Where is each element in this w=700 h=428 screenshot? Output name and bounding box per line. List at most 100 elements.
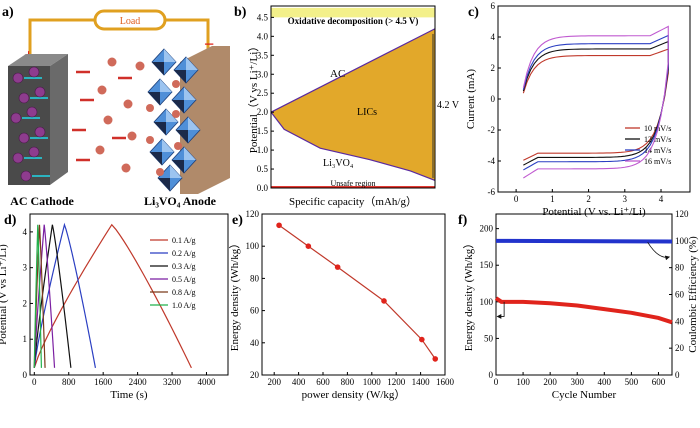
li-ion — [97, 85, 107, 95]
lics-label: LICs — [357, 107, 377, 118]
oxidative-decomposition-label: Oxidative decomposition (> 4.5 V) — [288, 16, 419, 26]
y-tick-label: 0 — [489, 370, 494, 380]
li-ion — [127, 131, 137, 141]
panel-e-label: e) — [232, 213, 243, 228]
cathode-top-face — [8, 54, 68, 66]
gcd-curve — [33, 224, 56, 368]
y-tick-label: 200 — [480, 224, 494, 234]
panel-b-ylabel: Potential（V vs Li⁺/Li） — [247, 41, 260, 154]
plot-frame — [261, 213, 446, 376]
anode-label: Li₃VO₄ Anode — [144, 194, 217, 208]
x-axis-label: Cycle Number — [552, 389, 617, 401]
x-tick-label: 3 — [623, 194, 628, 204]
x-tick-label: 600 — [652, 377, 666, 387]
x-tick-label: 0 — [494, 377, 499, 387]
y-tick-label: 4 — [23, 227, 28, 237]
legend-label: 0.2 A/g — [172, 249, 196, 258]
unsafe-band — [271, 186, 435, 188]
voltage-window-label: 4.2 V — [437, 100, 460, 111]
panel-d: d) 0 800 1600 2400 3200 4000 0 1 2 3 4 Time (s) Pote… — [0, 213, 229, 401]
y-tick-label: 120 — [246, 209, 260, 219]
panel-e: e) 200 400 600 800 1000 1200 1400 1600 20 40 60 80 1… — [228, 209, 455, 401]
panel-f: f) 0 100 200 300 400 500 600050100150200Cycle … — [458, 209, 699, 401]
cathode-ions — [10, 66, 50, 182]
legend-label: 0.8 A/g — [172, 288, 196, 297]
x-tick-label: 200 — [267, 377, 281, 387]
y2-tick-label: 40 — [675, 316, 685, 326]
ragone-line — [278, 224, 436, 360]
y-tick-label: 4.0 — [257, 31, 269, 41]
x-tick-label: 400 — [292, 377, 306, 387]
y2-axis-label: Coulombic Efficiency (%) — [687, 236, 699, 353]
y-tick-label: 6 — [491, 1, 496, 11]
y-tick-label: 2.0 — [257, 107, 269, 117]
x-tick-label: 2400 — [129, 377, 148, 387]
y-tick-label: 2 — [23, 298, 28, 308]
x-tick-label: 4 — [659, 194, 664, 204]
x-axis-label: Potential (V vs. Li⁺/Li) — [542, 206, 646, 218]
y-tick-label: 0.5 — [257, 164, 269, 174]
coulombic-efficiency-series — [495, 238, 673, 244]
circuit-wire — [28, 18, 210, 58]
y-tick-label: 150 — [480, 260, 494, 270]
panel-c-plot: 0 1 2 3 4 -6 -4 -2 0 2 4 6 Potential (V vs. Li⁺/Li) C… — [465, 1, 691, 218]
cathode-ion — [26, 106, 38, 118]
li-ion — [123, 99, 133, 109]
octahedron-facet — [184, 147, 196, 160]
octahedron-shadow — [176, 130, 188, 143]
y-axis-label: Energy density (Wh/kg） — [228, 238, 241, 351]
octahedron-facet — [160, 79, 172, 92]
octahedron-shadow — [152, 62, 164, 75]
octahedron-shadow — [172, 160, 184, 173]
y-tick-label: 20 — [250, 370, 260, 380]
load-box — [93, 9, 167, 31]
li-ion — [107, 57, 117, 67]
minus-sign: − — [204, 34, 214, 54]
x-axis-label: power density (W/kg） — [302, 388, 406, 401]
ragone-point — [381, 298, 387, 304]
y2-tick-label: 20 — [675, 343, 685, 353]
electrolyte-ions — [72, 57, 145, 173]
octahedron-facet — [184, 87, 196, 100]
octahedron-facet — [164, 49, 176, 62]
panel-b: b) 0.0 0.5 1.0 1.5 2.0 2.5 3.0 3.5 4.0 4.5 Oxidat… — [234, 5, 460, 208]
plot-frame — [29, 213, 229, 376]
octahedron-facet — [170, 165, 182, 178]
octahedron-facet — [166, 109, 178, 122]
li3vo4-line — [270, 111, 436, 181]
intercalated-ion — [156, 168, 164, 176]
li-ion — [103, 115, 113, 125]
panel-c: c) 0 1 2 3 4 -6 -4 -2 0 2 4 6 Potential (V vs. Li⁺/L… — [465, 1, 691, 218]
x-tick-label: 1400 — [412, 377, 431, 387]
y-tick-label: 2.5 — [257, 88, 269, 98]
cathode-label: AC Cathode — [10, 194, 74, 208]
octahedron-facet — [162, 139, 174, 152]
y-tick-label: 3.5 — [257, 50, 269, 60]
gcd-curve — [33, 222, 97, 368]
cathode-block — [8, 66, 50, 185]
li-ion — [135, 61, 145, 71]
y-tick-label: 1.0 — [257, 145, 269, 155]
x-tick-label: 0 — [514, 194, 519, 204]
octahedron-shadow — [154, 122, 166, 135]
y-tick-label: 40 — [250, 338, 260, 348]
ragone-point — [276, 222, 282, 229]
y-tick-label: 3 — [23, 263, 28, 273]
y-tick-label: 80 — [250, 273, 260, 283]
gcd-curve — [33, 224, 43, 368]
legend-label: 14 mV/s — [644, 146, 671, 155]
y-tick-label: 0.0 — [257, 183, 269, 193]
panel-d-plot: 0 800 1600 2400 3200 4000 0 1 2 3 4 Time (s) Potenti… — [0, 213, 229, 401]
x-tick-label: 500 — [625, 377, 639, 387]
cathode-ion — [34, 126, 46, 138]
legend-label: 0.5 A/g — [172, 275, 196, 284]
ragone-point — [432, 356, 439, 362]
octahedron-shadow — [172, 100, 184, 113]
panel-e-plot: 200 400 600 800 1000 1200 1400 1600 20 40 60 80 100 1… — [228, 209, 455, 401]
unsafe-region-label: Unsafe region — [330, 179, 375, 188]
x-tick-label: 4000 — [197, 377, 216, 387]
x-tick-label: 300 — [570, 377, 584, 387]
legend-label: 0.3 A/g — [172, 262, 196, 271]
cathode-ion — [18, 92, 30, 104]
